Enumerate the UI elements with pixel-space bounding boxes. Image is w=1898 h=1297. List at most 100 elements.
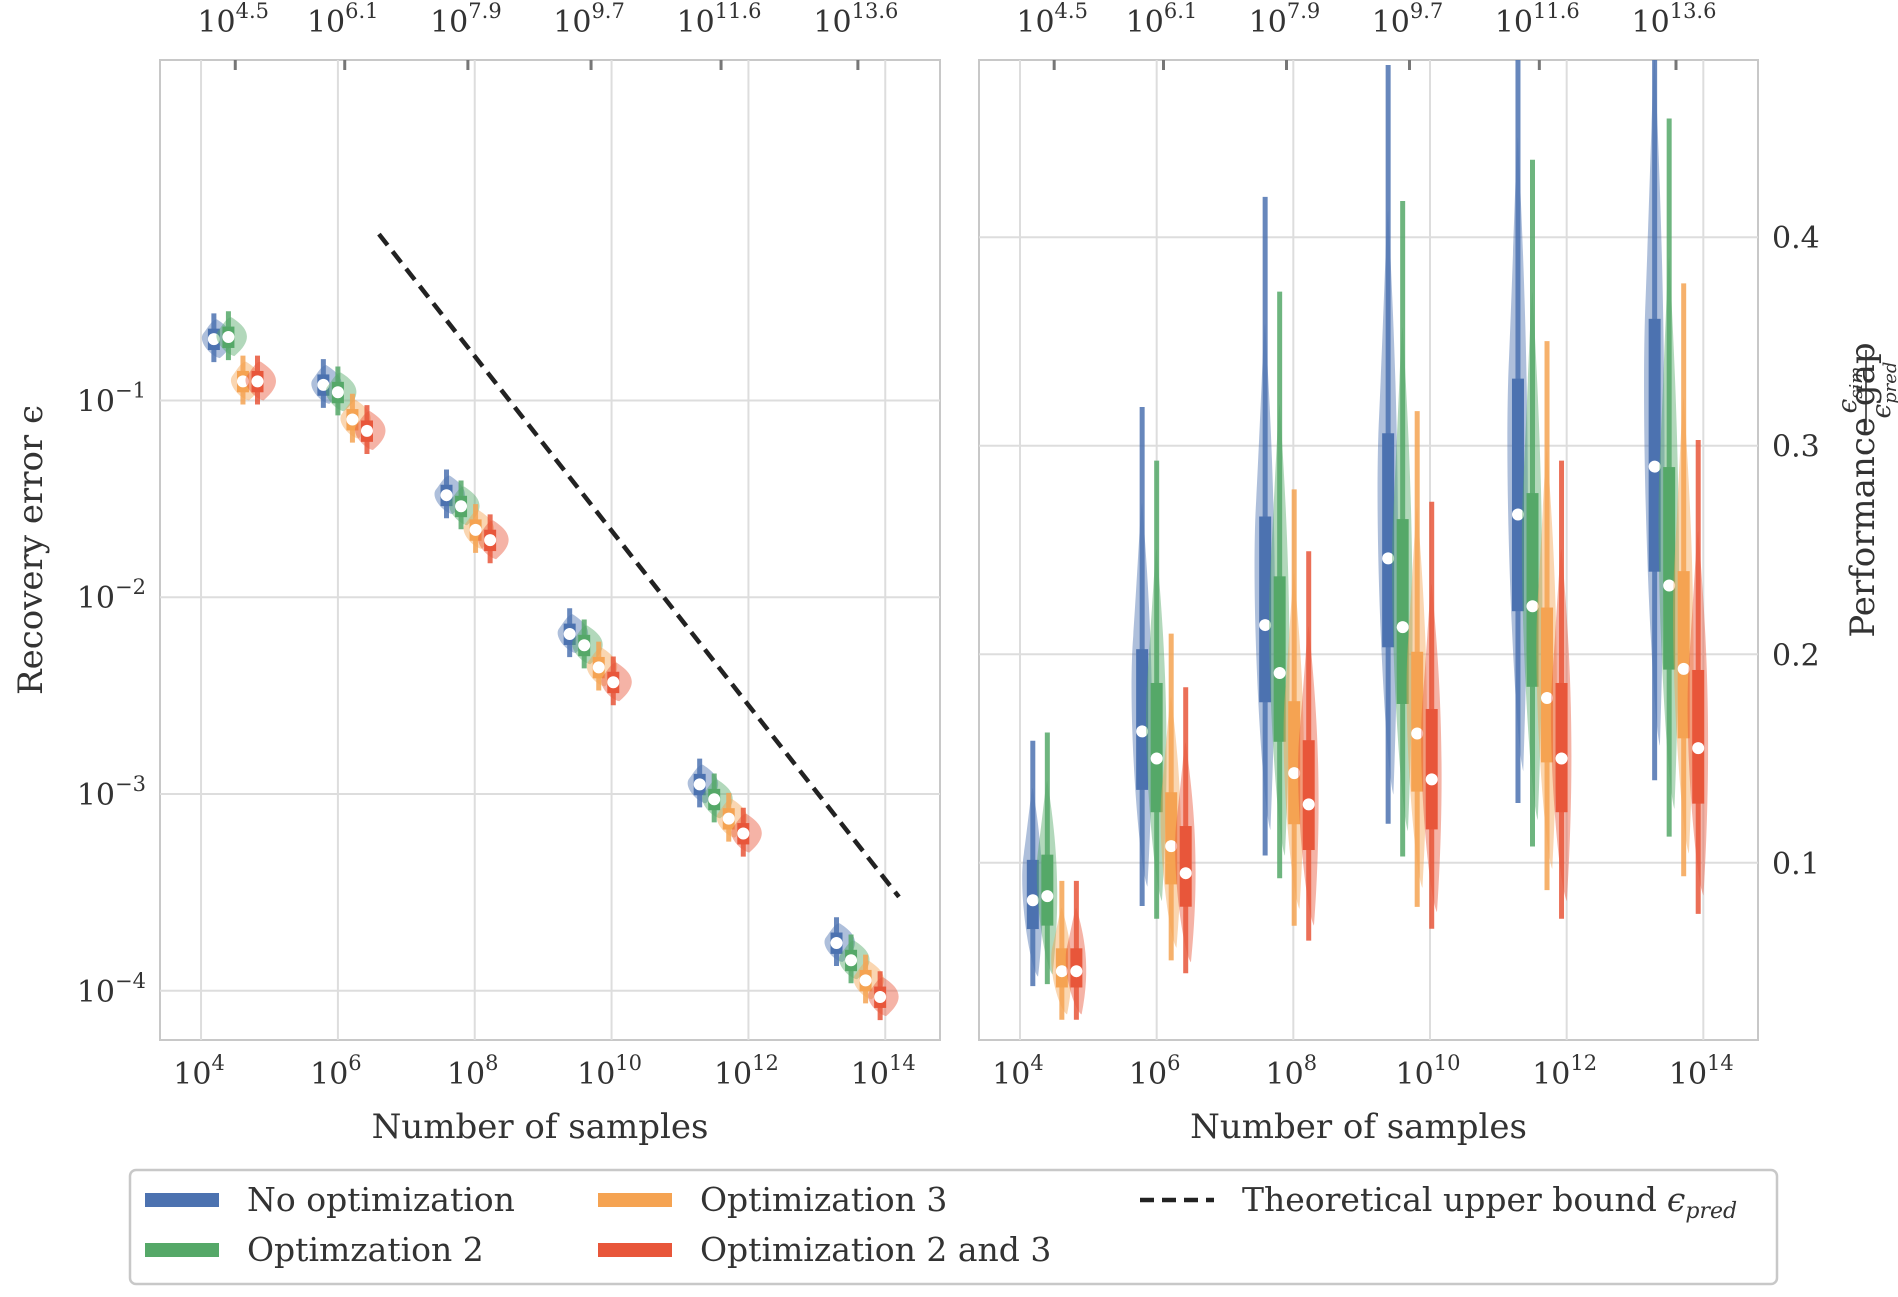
median-point bbox=[830, 936, 843, 949]
y-tick-label: 0.1 bbox=[1772, 847, 1820, 882]
median-point bbox=[1555, 752, 1568, 765]
median-point bbox=[317, 378, 330, 391]
top-tick-label: 1013.6 bbox=[813, 0, 898, 40]
violin-iqr-box bbox=[1541, 607, 1554, 763]
median-point bbox=[1150, 752, 1163, 765]
x-tick-label: 106 bbox=[1129, 1051, 1181, 1092]
legend-item: Theoretical upper bound ϵpred bbox=[1140, 1180, 1737, 1224]
x-tick-label: 108 bbox=[447, 1051, 499, 1092]
svg-text:ϵpred: ϵpred bbox=[1867, 362, 1898, 419]
y-axis-label: Recovery error ϵ bbox=[11, 405, 51, 695]
legend-swatch bbox=[598, 1193, 672, 1207]
top-tick-label: 107.9 bbox=[430, 0, 502, 40]
x-tick-label: 1014 bbox=[1669, 1051, 1734, 1092]
median-point bbox=[1179, 867, 1192, 880]
x-tick-label: 104 bbox=[173, 1051, 225, 1092]
legend-item: No optimization bbox=[145, 1180, 515, 1219]
median-point bbox=[360, 424, 373, 437]
legend-item: Optimization 2 and 3 bbox=[598, 1230, 1051, 1269]
top-tick-label: 106.1 bbox=[307, 0, 379, 40]
violin-iqr-box bbox=[1526, 493, 1539, 687]
violin-iqr-box bbox=[1396, 519, 1409, 704]
median-point bbox=[1396, 621, 1409, 634]
legend-item: Optimzation 2 bbox=[145, 1230, 484, 1269]
theoretical-bound-line bbox=[377, 232, 901, 899]
violin-iqr-box bbox=[1663, 467, 1676, 670]
median-point bbox=[1648, 460, 1661, 473]
top-tick-label: 106.1 bbox=[1126, 0, 1198, 40]
y-tick-label: 10−4 bbox=[77, 969, 146, 1010]
y-tick-label: 10−2 bbox=[77, 575, 146, 616]
x-tick-label: 104 bbox=[992, 1051, 1044, 1092]
x-tick-label: 1010 bbox=[1396, 1051, 1461, 1092]
y-axis-label: Performance gap bbox=[1843, 342, 1883, 637]
violin-iqr-box bbox=[1273, 576, 1286, 742]
top-tick-label: 104.5 bbox=[1016, 0, 1088, 40]
x-axis-label: Number of samples bbox=[1190, 1107, 1527, 1147]
violin-iqr-box bbox=[1411, 651, 1424, 792]
median-point bbox=[1055, 965, 1068, 978]
median-point bbox=[845, 954, 858, 967]
top-tick-label: 1013.6 bbox=[1632, 0, 1717, 40]
legend-label: Optimization 2 and 3 bbox=[700, 1230, 1051, 1269]
violin-iqr-box bbox=[1150, 682, 1163, 813]
violin-iqr-box bbox=[1136, 649, 1149, 790]
median-point bbox=[1382, 552, 1395, 565]
legend: No optimization Optimzation 2 Optimization… bbox=[128, 1168, 1779, 1286]
top-tick-label: 1011.6 bbox=[1495, 0, 1580, 40]
median-point bbox=[222, 331, 235, 344]
median-point bbox=[563, 628, 576, 641]
median-point bbox=[331, 386, 344, 399]
median-point bbox=[1273, 667, 1286, 680]
median-point bbox=[1511, 508, 1524, 521]
x-tick-label: 1014 bbox=[851, 1051, 916, 1092]
top-tick-label: 109.7 bbox=[553, 0, 625, 40]
median-point bbox=[484, 534, 497, 547]
legend-label: Optimization 3 bbox=[700, 1180, 947, 1219]
median-point bbox=[1026, 894, 1039, 907]
y-tick-label: 10−1 bbox=[77, 378, 146, 419]
median-point bbox=[859, 974, 872, 987]
median-point bbox=[1165, 840, 1178, 853]
y-tick-label: 0.2 bbox=[1772, 638, 1820, 673]
x-tick-label: 1012 bbox=[1532, 1051, 1597, 1092]
median-point bbox=[722, 812, 735, 825]
x-tick-label: 108 bbox=[1266, 1051, 1318, 1092]
median-point bbox=[708, 793, 721, 806]
legend-item: Optimization 3 bbox=[598, 1180, 947, 1219]
x-tick-label: 1010 bbox=[577, 1051, 642, 1092]
violin-iqr-box bbox=[1692, 669, 1705, 804]
median-point bbox=[440, 489, 453, 502]
legend-swatch bbox=[145, 1193, 219, 1207]
median-point bbox=[346, 413, 359, 426]
median-point bbox=[1070, 965, 1083, 978]
violin-iqr-box bbox=[1555, 682, 1568, 813]
violin-iqr-box bbox=[1165, 792, 1178, 885]
legend-label: No optimization bbox=[247, 1180, 515, 1219]
median-point bbox=[874, 991, 887, 1004]
plot-area bbox=[159, 59, 941, 1041]
median-point bbox=[1541, 692, 1554, 705]
median-point bbox=[1302, 798, 1315, 811]
median-point bbox=[1136, 725, 1149, 738]
svg-text:ϵsim: ϵsim bbox=[1833, 367, 1867, 414]
top-tick-label: 104.5 bbox=[197, 0, 269, 40]
median-point bbox=[1692, 742, 1705, 755]
median-point bbox=[1288, 767, 1301, 780]
median-point bbox=[592, 661, 605, 674]
plot-area bbox=[978, 59, 1759, 1041]
top-tick-label: 109.7 bbox=[1372, 0, 1444, 40]
median-point bbox=[251, 375, 264, 388]
violin-iqr-box bbox=[1288, 701, 1301, 825]
top-tick-label: 1011.6 bbox=[677, 0, 762, 40]
median-point bbox=[1425, 773, 1438, 786]
median-point bbox=[1663, 579, 1676, 592]
median-point bbox=[207, 333, 220, 346]
x-tick-label: 106 bbox=[310, 1051, 362, 1092]
violin-iqr-box bbox=[1677, 571, 1690, 739]
median-point bbox=[607, 676, 620, 689]
median-point bbox=[737, 827, 750, 840]
violin-iqr-box bbox=[1648, 318, 1661, 572]
violin-iqr-box bbox=[1302, 740, 1315, 851]
